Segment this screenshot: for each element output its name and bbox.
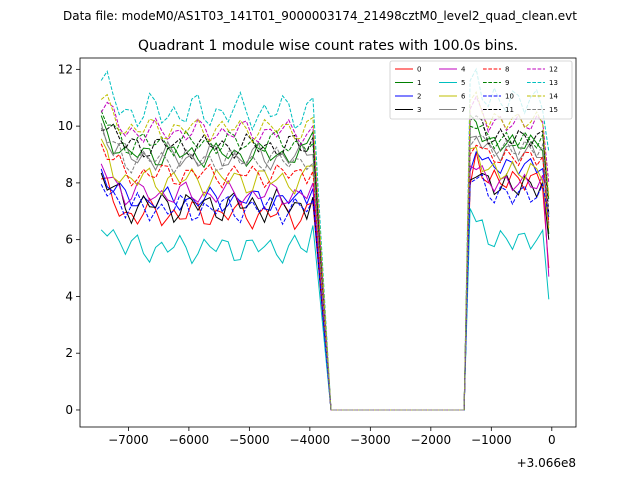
legend-frame — [389, 60, 573, 120]
chart-title: Quadrant 1 module wise count rates with … — [138, 38, 518, 54]
legend-label-5: 5 — [461, 79, 465, 87]
y-tick-label: 6 — [65, 233, 73, 247]
x-axis: −7000 −6000 −5000 −4000 −3000 −2000 −1000 0 — [108, 427, 556, 447]
figure-suptitle: Data file: modeM0/AS1T03_141T01_90000031… — [63, 9, 577, 23]
y-tick-label: 12 — [58, 62, 73, 76]
legend-label-12: 12 — [549, 66, 558, 74]
x-tick-label: −3000 — [350, 433, 391, 447]
series-line-15 — [100, 127, 550, 411]
y-tick-label: 8 — [65, 176, 73, 190]
legend-label-7: 7 — [461, 106, 465, 114]
legend-label-4: 4 — [461, 66, 466, 74]
x-tick-label: −1000 — [471, 433, 512, 447]
x-tick-label: −7000 — [108, 433, 149, 447]
x-tick-label: −4000 — [290, 433, 331, 447]
legend-label-9: 9 — [505, 79, 509, 87]
y-tick-label: 4 — [65, 289, 73, 303]
legend-label-1: 1 — [417, 79, 421, 87]
axes-frame — [79, 57, 577, 428]
legend-label-2: 2 — [417, 93, 421, 101]
x-tick-label: −5000 — [229, 433, 270, 447]
y-tick-label: 10 — [58, 119, 73, 133]
legend-label-15: 15 — [549, 106, 558, 114]
legend-label-13: 13 — [549, 79, 558, 87]
series-line-8 — [100, 143, 550, 411]
legend-label-0: 0 — [417, 66, 421, 74]
x-tick-label: −6000 — [169, 433, 210, 447]
legend-label-10: 10 — [505, 93, 514, 101]
legend-label-8: 8 — [505, 66, 509, 74]
y-axis: 0 2 4 6 8 10 12 — [58, 62, 80, 417]
x-tick-label: −2000 — [411, 433, 452, 447]
legend-label-3: 3 — [417, 106, 421, 114]
x-tick-label: 0 — [548, 433, 556, 447]
x-axis-offset-label: +3.066e8 — [517, 456, 576, 470]
legend-label-6: 6 — [461, 93, 466, 101]
legend-label-14: 14 — [549, 93, 558, 101]
y-tick-label: 0 — [65, 403, 73, 417]
legend-label-11: 11 — [505, 106, 514, 114]
y-tick-label: 2 — [65, 346, 73, 360]
